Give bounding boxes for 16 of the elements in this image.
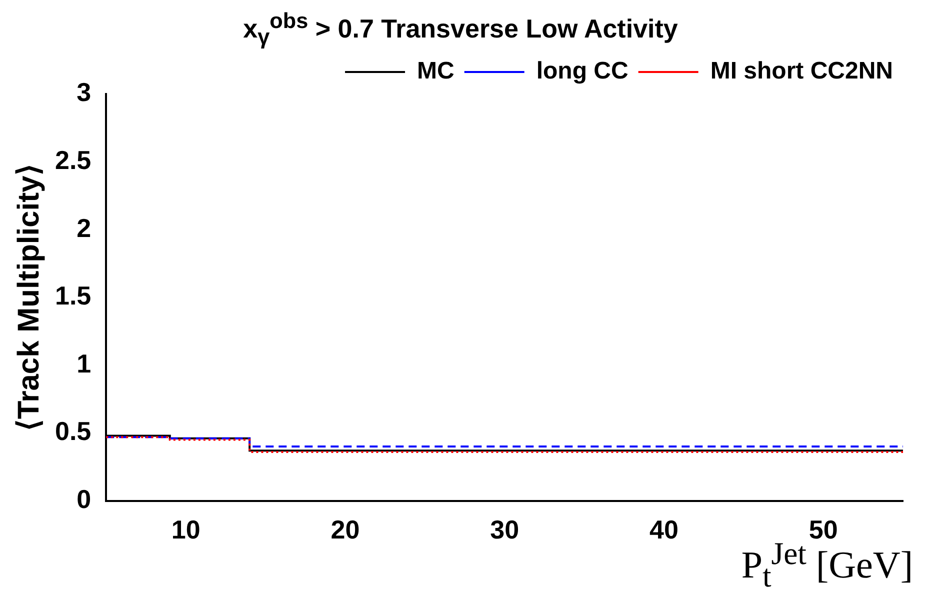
legend-label: long CC bbox=[536, 57, 628, 84]
y-tick-label: 0 bbox=[76, 484, 92, 514]
x-tick-label: 20 bbox=[330, 514, 360, 544]
x-tick-label: 40 bbox=[649, 514, 678, 544]
y-tick-label: 2.5 bbox=[54, 144, 92, 175]
y-tick-label: 3 bbox=[76, 77, 92, 108]
legend-label: MI short CC2NN bbox=[710, 57, 893, 84]
y-tick-label: 2 bbox=[76, 212, 92, 243]
x-tick-label: 30 bbox=[490, 514, 520, 544]
y-tick-label: 1 bbox=[76, 348, 92, 378]
chart-title: x$_{γ}$$^{obs}$ > 0.7 Transverse Low Activity bbox=[242, 8, 679, 50]
y-axis-title: ⟨Track Multiplicity⟩ bbox=[12, 164, 46, 431]
x-tick-label: 10 bbox=[171, 514, 200, 544]
y-tick-label: 1.5 bbox=[54, 280, 92, 310]
y-tick-label: 0.5 bbox=[54, 416, 92, 446]
legend-label: MC bbox=[417, 57, 454, 84]
